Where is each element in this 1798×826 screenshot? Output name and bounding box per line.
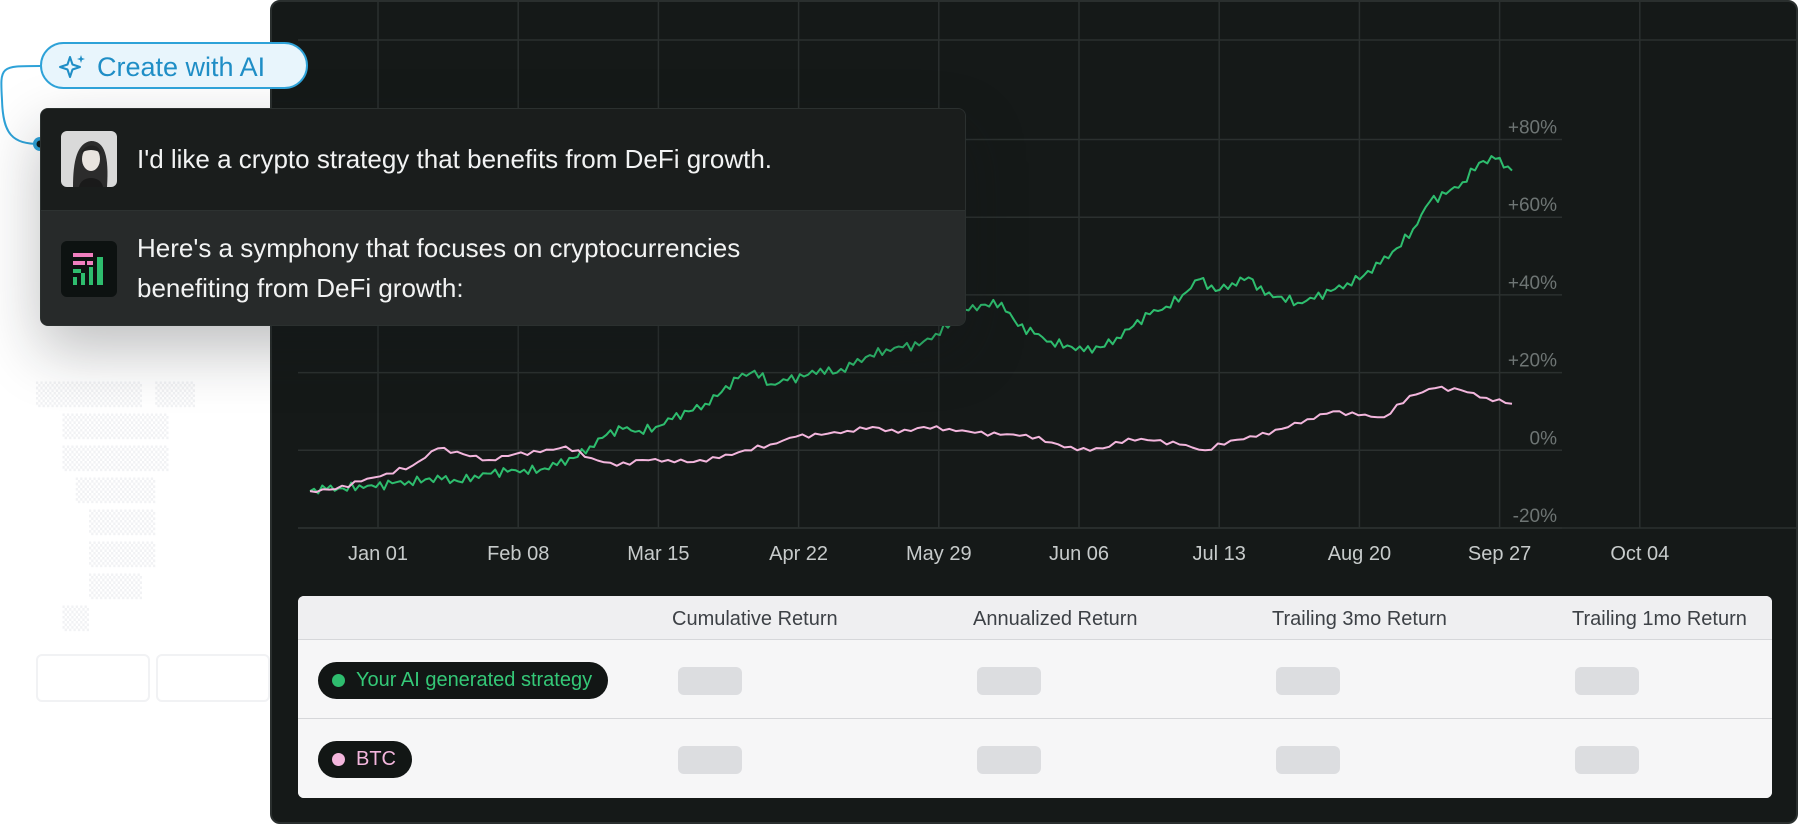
strategy-color-dot xyxy=(332,674,345,687)
column-header-trailing-3mo: Trailing 3mo Return xyxy=(1272,608,1447,630)
x-tick-label: May 29 xyxy=(906,543,972,565)
y-tick-label: +80% xyxy=(1508,118,1557,139)
btc-label: BTC xyxy=(356,748,396,770)
user-avatar xyxy=(61,131,117,187)
btc-series-line xyxy=(309,385,1513,494)
loading-placeholder-cell xyxy=(1276,667,1340,695)
y-tick-label: 0% xyxy=(1530,428,1558,449)
y-axis-ticks: +80% +60% +40% +20% 0% -20% xyxy=(1508,118,1557,528)
ai-message-line-1: Here's a symphony that focuses on crypto… xyxy=(137,233,741,263)
loading-placeholder-cell xyxy=(678,746,742,774)
strategy-series-line xyxy=(309,155,1513,495)
background-code-ghost: ▒▒▒▒▒▒▒▒ ▒▒▒ ▒▒▒▒▒▒▒▒ ▒▒▒▒▒▒▒▒ ▒▒▒▒▒▒ ▒▒… xyxy=(36,383,195,632)
table-row: Your AI generated strategy xyxy=(298,640,1772,719)
x-tick-label: Mar 15 xyxy=(627,543,689,565)
ai-message: Here's a symphony that focuses on crypto… xyxy=(41,211,965,325)
composer-logo-icon xyxy=(61,241,117,297)
x-tick-label: Sep 27 xyxy=(1468,543,1531,565)
strategy-legend-pill[interactable]: Your AI generated strategy xyxy=(318,662,609,699)
loading-placeholder-cell xyxy=(1575,667,1639,695)
user-message: I'd like a crypto strategy that benefits… xyxy=(41,109,965,211)
chart-series xyxy=(309,155,1513,495)
column-header-cumulative: Cumulative Return xyxy=(672,608,838,630)
loading-placeholder-cell xyxy=(977,746,1041,774)
btc-legend-pill[interactable]: BTC xyxy=(318,741,412,778)
x-tick-label: Oct 04 xyxy=(1610,543,1669,565)
returns-table: Cumulative Return Annualized Return Trai… xyxy=(298,596,1772,798)
chat-conversation: I'd like a crypto strategy that benefits… xyxy=(40,108,966,326)
create-with-ai-button[interactable]: Create with AI xyxy=(40,42,308,89)
x-tick-label: Jul 13 xyxy=(1193,543,1246,565)
loading-placeholder-cell xyxy=(1276,746,1340,774)
sparkle-icon xyxy=(59,55,85,78)
background-ghost-button xyxy=(156,654,270,702)
loading-placeholder-cell xyxy=(977,667,1041,695)
column-header-trailing-1mo: Trailing 1mo Return xyxy=(1572,608,1747,630)
column-header-annualized: Annualized Return xyxy=(973,608,1138,630)
y-tick-label: -20% xyxy=(1513,506,1557,527)
loading-placeholder-cell xyxy=(678,667,742,695)
x-tick-label: Aug 20 xyxy=(1328,543,1391,565)
x-tick-label: Jan 01 xyxy=(348,543,408,565)
background-ghost-button xyxy=(36,654,150,702)
x-tick-label: Apr 22 xyxy=(769,543,828,565)
y-tick-label: +60% xyxy=(1508,195,1557,216)
y-tick-label: +20% xyxy=(1508,351,1557,372)
table-header: Cumulative Return Annualized Return Trai… xyxy=(298,596,1772,640)
x-tick-label: Jun 06 xyxy=(1049,543,1109,565)
create-with-ai-label: Create with AI xyxy=(97,52,266,82)
y-tick-label: +40% xyxy=(1508,273,1557,294)
loading-placeholder-cell xyxy=(1575,746,1639,774)
x-axis-ticks: Jan 01 Feb 08 Mar 15 Apr 22 May 29 Jun 06 Jul … xyxy=(348,543,1669,565)
x-tick-label: Feb 08 xyxy=(487,543,549,565)
table-row: BTC xyxy=(298,719,1772,798)
strategy-label: Your AI generated strategy xyxy=(356,669,593,691)
ai-message-line-2: benefiting from DeFi growth: xyxy=(137,273,464,303)
user-message-text: I'd like a crypto strategy that benefits… xyxy=(137,144,773,174)
btc-color-dot xyxy=(332,753,345,766)
